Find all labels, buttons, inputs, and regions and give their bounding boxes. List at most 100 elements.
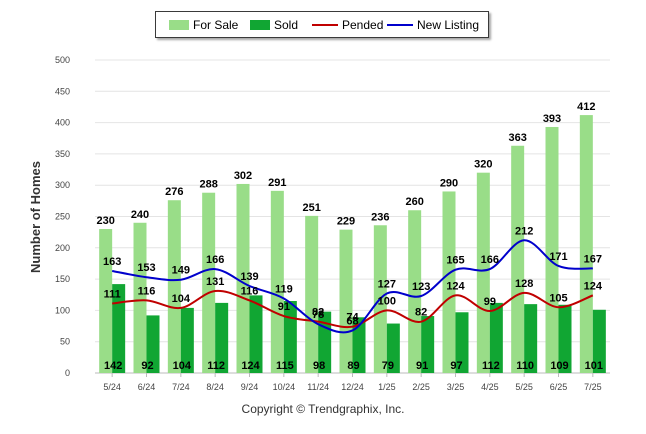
data-label-for-sale: 290 xyxy=(440,177,458,189)
data-label-pended: 74 xyxy=(346,312,359,324)
data-label-for-sale: 251 xyxy=(302,202,320,214)
x-tick-label: 12/24 xyxy=(341,382,364,392)
data-label-sold: 98 xyxy=(313,360,325,372)
data-label-new-listing: 119 xyxy=(275,284,293,296)
legend-swatch-new-listing xyxy=(387,24,413,26)
data-label-sold: 112 xyxy=(207,360,225,372)
x-tick-label: 8/24 xyxy=(206,382,224,392)
x-tick-label: 5/25 xyxy=(515,382,533,392)
bar-for-sale xyxy=(579,115,593,373)
legend-label-pended: Pended xyxy=(342,18,384,32)
y-tick-label: 100 xyxy=(55,305,70,315)
bar-sold xyxy=(489,302,503,373)
data-label-sold: 112 xyxy=(482,360,500,372)
data-label-for-sale: 288 xyxy=(199,179,217,191)
legend-swatch-pended xyxy=(312,24,338,26)
y-tick-label: 500 xyxy=(55,55,70,65)
x-tick-label: 6/24 xyxy=(138,382,156,392)
data-label-for-sale: 260 xyxy=(405,196,423,208)
data-label-new-listing: 123 xyxy=(412,281,430,293)
data-label-for-sale: 320 xyxy=(474,159,492,171)
x-tick-label: 5/24 xyxy=(103,382,121,392)
data-label-for-sale: 230 xyxy=(96,215,114,227)
bar-sold xyxy=(215,302,229,373)
bar-sold xyxy=(592,309,606,373)
legend-label-for-sale: For Sale xyxy=(193,18,239,32)
data-label-for-sale: 412 xyxy=(577,101,595,113)
data-label-sold: 79 xyxy=(382,360,394,372)
line-pended xyxy=(112,289,594,329)
data-label-new-listing: 68 xyxy=(346,315,358,327)
data-label-pended: 128 xyxy=(515,278,533,290)
data-label-new-listing: 167 xyxy=(584,253,602,265)
legend-label-new-listing: New Listing xyxy=(417,18,480,32)
y-axis-title: Number of Homes xyxy=(28,161,43,273)
bar-for-sale xyxy=(408,210,422,373)
data-label-sold: 110 xyxy=(516,360,534,372)
data-label-for-sale: 291 xyxy=(268,177,286,189)
y-tick-label: 250 xyxy=(55,212,70,222)
data-label-sold: 101 xyxy=(585,360,603,372)
legend-swatch-for-sale xyxy=(169,20,189,30)
x-tick-label: 9/24 xyxy=(241,382,259,392)
y-tick-label: 150 xyxy=(55,274,70,284)
bar-sold xyxy=(318,311,332,373)
bar-for-sale xyxy=(511,145,525,373)
x-tick-label: 2/25 xyxy=(412,382,430,392)
bar-sold xyxy=(524,304,538,373)
y-axis-ticks: 0 50 100 150 200 250 300 350 400 450 500 xyxy=(55,55,70,378)
data-label-new-listing: 166 xyxy=(206,254,224,266)
bar-for-sale xyxy=(167,200,181,373)
legend-swatch-sold xyxy=(250,20,270,30)
data-label-sold: 109 xyxy=(550,360,568,372)
data-label-new-listing: 153 xyxy=(137,262,155,274)
x-axis-ticks: 5/24 6/24 7/24 8/24 9/24 10/24 11/24 12/24 1/25 2… xyxy=(103,373,602,392)
bar-sold xyxy=(352,317,366,373)
data-label-sold: 91 xyxy=(416,360,428,372)
x-tick-label: 3/25 xyxy=(447,382,465,392)
data-label-for-sale: 276 xyxy=(165,186,183,198)
data-label-for-sale: 363 xyxy=(508,132,526,144)
y-tick-label: 50 xyxy=(60,337,70,347)
x-tick-label: 10/24 xyxy=(273,382,296,392)
data-label-pended: 99 xyxy=(484,296,496,308)
legend-label-sold: Sold xyxy=(274,18,299,32)
data-label-new-listing: 78 xyxy=(312,309,324,321)
data-label-sold: 124 xyxy=(241,360,260,372)
y-tick-label: 400 xyxy=(55,118,70,128)
x-tick-label: 11/24 xyxy=(307,382,329,392)
bar-sold xyxy=(558,304,572,373)
data-label-pended: 100 xyxy=(378,295,396,307)
data-label-pended: 131 xyxy=(206,276,224,288)
data-label-sold: 97 xyxy=(450,360,462,372)
legend: For Sale Sold Pended New Listing xyxy=(155,11,489,38)
data-label-for-sale: 236 xyxy=(371,211,389,223)
data-label-new-listing: 149 xyxy=(172,265,190,277)
bar-sold xyxy=(421,316,435,373)
data-label-new-listing: 163 xyxy=(103,256,121,268)
x-tick-label: 7/25 xyxy=(584,382,602,392)
data-label-sold: 104 xyxy=(173,360,192,372)
line-series xyxy=(111,239,594,334)
bar-sold xyxy=(146,315,160,373)
y-tick-label: 200 xyxy=(55,243,70,253)
data-label-pended: 105 xyxy=(549,292,567,304)
bar-sold xyxy=(386,323,400,373)
bar-sold xyxy=(455,312,469,373)
data-labels: 230 142 240 92 276 104 288 112 302 124 291 115 251 98… xyxy=(96,101,603,372)
y-tick-label: 300 xyxy=(55,180,70,190)
bar-for-sale xyxy=(133,222,147,373)
bar-for-sale xyxy=(99,229,113,373)
data-label-pended: 91 xyxy=(278,301,290,313)
bar-for-sale xyxy=(476,172,490,373)
data-label-new-listing: 127 xyxy=(378,278,396,290)
bar-for-sale xyxy=(202,192,216,373)
data-label-for-sale: 302 xyxy=(234,170,252,182)
bar-for-sale xyxy=(236,183,250,373)
x-tick-label: 6/25 xyxy=(550,382,568,392)
data-label-for-sale: 229 xyxy=(337,216,355,228)
data-label-pended: 82 xyxy=(415,307,427,319)
data-label-pended: 124 xyxy=(584,280,603,292)
data-label-sold: 89 xyxy=(347,360,359,372)
data-label-sold: 115 xyxy=(276,360,294,372)
